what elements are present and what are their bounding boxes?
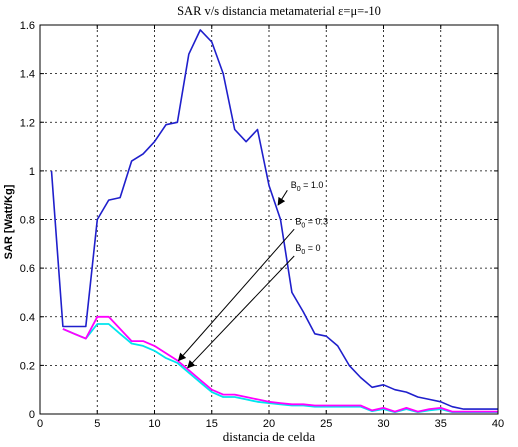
y-tick-label: 1 xyxy=(29,166,35,178)
y-tick-label: 1.6 xyxy=(20,20,35,32)
x-tick-label: 35 xyxy=(435,418,447,430)
x-tick-label: 5 xyxy=(94,418,100,430)
x-tick-label: 30 xyxy=(377,418,389,430)
x-tick-label: 10 xyxy=(148,418,160,430)
annotation-arrow xyxy=(177,228,295,362)
annotation-layer: B0 = 1.0 B0 = 0.3 B0 = 0 xyxy=(177,180,328,369)
x-tick-label: 15 xyxy=(206,418,218,430)
tick-layer: 0 5 10 15 20 25 30 35 40 0 0.2 0.4 0.6 0.8 1 1.2 1.4 1.6 xyxy=(20,20,504,430)
series-line-0 xyxy=(50,29,498,410)
y-tick-label: 0 xyxy=(29,409,35,421)
x-tick-label: 25 xyxy=(320,418,332,430)
annotation-label: B0 = 0 xyxy=(295,243,320,256)
y-tick-label: 0.4 xyxy=(20,312,35,324)
series-layer xyxy=(50,29,498,414)
y-tick-label: 0.2 xyxy=(20,360,35,372)
x-tick-label: 40 xyxy=(492,418,504,430)
annotation-arrow xyxy=(187,255,295,369)
y-tick-label: 1.2 xyxy=(20,117,35,129)
annotation-label: B0 = 0.3 xyxy=(295,216,328,229)
y-tick-label: 1.4 xyxy=(20,69,35,81)
x-tick-label: 20 xyxy=(263,418,275,430)
y-tick-label: 0.6 xyxy=(20,263,35,275)
x-axis-label: distancia de celda xyxy=(223,429,316,444)
x-tick-label: 0 xyxy=(37,418,43,430)
grid-layer xyxy=(40,25,498,414)
y-axis-label: SAR [Watt/Kg] xyxy=(3,184,15,259)
annotation-label: B0 = 1.0 xyxy=(291,180,324,193)
chart-title: SAR v/s distancia metamaterial ε=μ=-10 xyxy=(177,4,381,18)
series-line-2 xyxy=(62,323,498,414)
series-line-1 xyxy=(62,315,498,413)
y-tick-label: 0.8 xyxy=(20,215,35,227)
annotation-arrow xyxy=(277,190,288,206)
